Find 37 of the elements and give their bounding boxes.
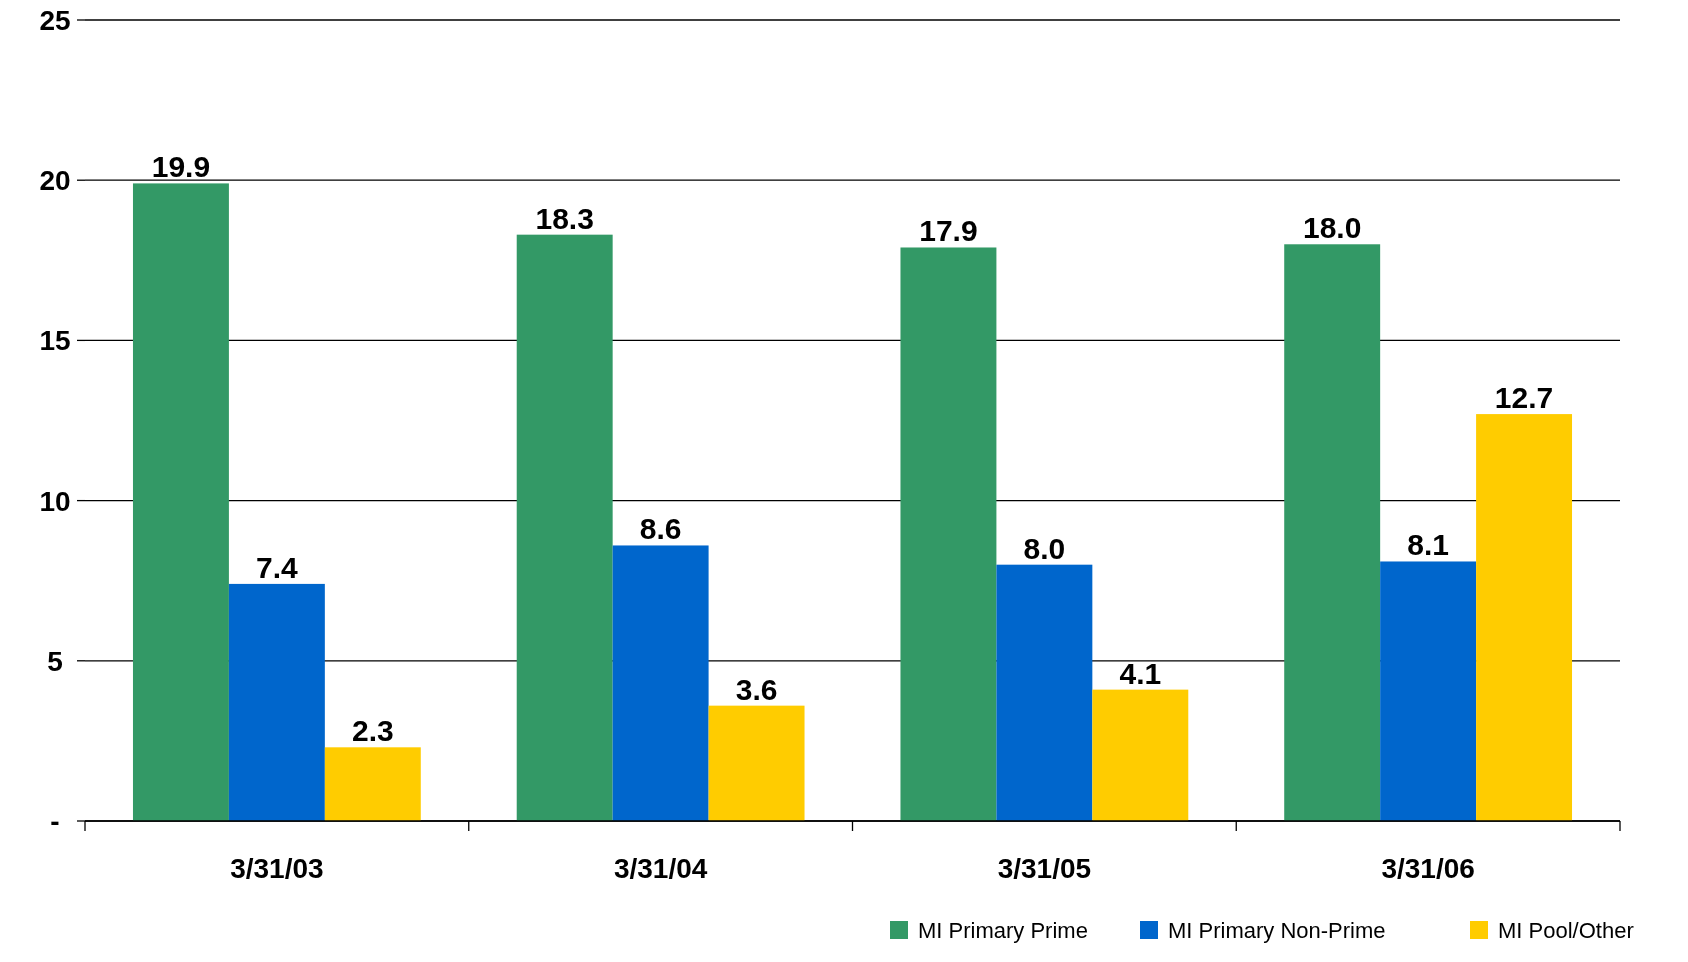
text: 8.0 bbox=[1023, 531, 1066, 565]
bar bbox=[228, 583, 325, 821]
text: 4.1 bbox=[1119, 656, 1162, 690]
text: 2.3 bbox=[351, 714, 394, 748]
text: 18.3 bbox=[535, 201, 594, 235]
legend-label: MI Primary Non-Prime bbox=[1168, 918, 1386, 943]
y-tick-label: 10 bbox=[39, 485, 71, 517]
text: 18.0 bbox=[1302, 211, 1362, 245]
bar bbox=[324, 747, 421, 821]
text: 7.4 bbox=[256, 550, 298, 584]
bar bbox=[1092, 689, 1189, 821]
y-tick-label: 20 bbox=[39, 165, 71, 197]
legend-label: MI Pool/Other bbox=[1498, 918, 1634, 943]
text: 17.9 bbox=[919, 214, 978, 248]
y-tick-label: 15 bbox=[39, 325, 71, 357]
x-tick-label: 3/31/03 bbox=[230, 853, 324, 884]
y-tick-label: 5 bbox=[47, 645, 63, 677]
y-tick-label: 25 bbox=[39, 5, 71, 36]
text: 3.6 bbox=[735, 672, 778, 706]
bar bbox=[1476, 414, 1573, 821]
legend-label: MI Primary Prime bbox=[918, 918, 1088, 943]
bar bbox=[612, 545, 709, 821]
x-tick-label: 3/31/04 bbox=[613, 853, 708, 884]
bar bbox=[1380, 561, 1477, 821]
x-tick-label: 3/31/05 bbox=[997, 853, 1092, 884]
bar bbox=[708, 705, 805, 821]
text: 12.7 bbox=[1494, 381, 1554, 415]
bar bbox=[900, 247, 997, 821]
bar bbox=[1284, 244, 1381, 821]
text: 8.1 bbox=[1407, 528, 1449, 562]
text: 19.9 bbox=[151, 150, 211, 184]
y-tick-label: - bbox=[50, 806, 60, 837]
bar bbox=[996, 564, 1093, 821]
bar bbox=[516, 234, 613, 821]
bar bbox=[132, 183, 229, 821]
x-tick-label: 3/31/06 bbox=[1381, 853, 1475, 884]
text: 8.6 bbox=[639, 512, 682, 546]
